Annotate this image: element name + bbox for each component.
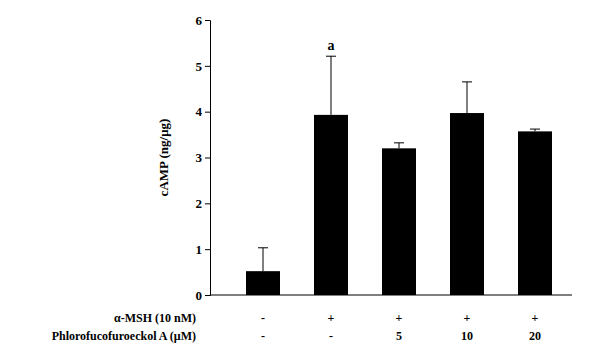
bars: [246, 56, 552, 295]
error-cap: [530, 129, 540, 130]
y-tick-label: 0: [196, 288, 203, 303]
treatment-label: Phlorofucofuroeckol A (μM): [52, 329, 196, 343]
y-tick: 0: [196, 288, 211, 303]
y-tick-mark: [205, 249, 210, 250]
error-cap: [394, 142, 404, 143]
y-tick-label: 5: [196, 58, 203, 73]
y-tick: 3: [196, 150, 211, 165]
chart: 0 1 2 3 4 5 6 cAMP (ng/μg) a α-MSH (10 nM) - + + + + Ph…: [0, 0, 595, 352]
y-tick-mark: [205, 295, 210, 296]
x-axis: [210, 295, 572, 296]
treatment-value: 5: [396, 329, 402, 343]
error-cap: [462, 81, 472, 82]
error-stem: [467, 82, 468, 113]
y-tick: 6: [196, 13, 211, 28]
treatment-value: 20: [529, 329, 541, 343]
error-bar: [530, 129, 540, 131]
treatment-value: +: [464, 311, 471, 325]
y-tick-label: 2: [196, 196, 203, 211]
error-bar: [394, 143, 404, 149]
treatment-value: +: [532, 311, 539, 325]
y-tick-mark: [205, 158, 210, 159]
bar: [382, 148, 416, 295]
treatment-value: -: [261, 311, 265, 325]
bar: [246, 271, 280, 295]
y-tick: 1: [196, 242, 211, 257]
x-axis-line: [210, 295, 572, 296]
y-tick-mark: [205, 20, 210, 21]
error-bar: [258, 248, 268, 271]
y-tick-label: 4: [196, 104, 203, 119]
y-tick-label: 6: [196, 13, 203, 28]
y-tick-label: 1: [196, 242, 203, 257]
y-axis-title: cAMP (ng/μg): [156, 119, 171, 197]
error-stem: [263, 248, 264, 271]
error-bar: [462, 82, 472, 113]
treatment-value: +: [328, 311, 335, 325]
y-tick: 5: [196, 58, 211, 73]
error-bar: [326, 56, 336, 115]
y-axis-line: [205, 21, 211, 296]
error-stem: [399, 143, 400, 149]
y-axis: 0 1 2 3 4 5 6: [196, 13, 211, 303]
y-tick: 2: [196, 196, 211, 211]
error-cap: [326, 56, 336, 57]
error-cap: [258, 247, 268, 248]
treatment-value: -: [261, 329, 265, 343]
bar: [518, 131, 552, 295]
treatment-value: 10: [461, 329, 473, 343]
bar: [450, 113, 484, 295]
treatment-label: α-MSH (10 nM): [114, 311, 196, 325]
error-stem: [331, 56, 332, 115]
y-tick: 4: [196, 104, 211, 119]
y-tick-mark: [205, 203, 210, 204]
bar: [314, 115, 348, 295]
y-tick-mark: [205, 112, 210, 113]
y-tick-label: 3: [196, 150, 203, 165]
treatment-value: -: [329, 329, 333, 343]
y-tick-mark: [205, 66, 210, 67]
annotation: a: [328, 38, 335, 53]
treatment-value: +: [396, 311, 403, 325]
